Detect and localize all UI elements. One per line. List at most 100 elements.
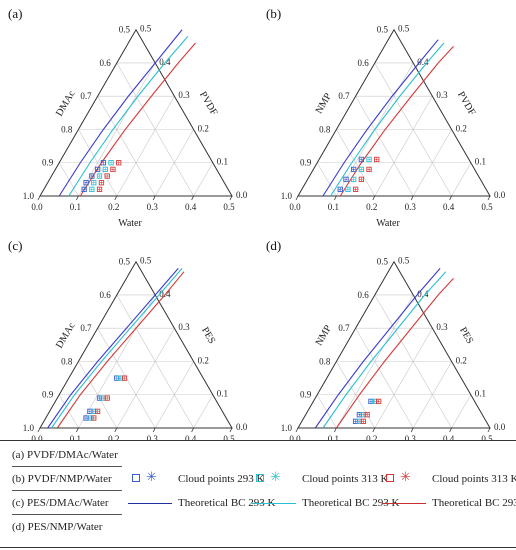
tick-label: 0.8 [61,124,73,134]
tick-mark [410,195,414,201]
binodal-curve [51,268,183,429]
tick-label: 0.1 [328,202,339,212]
cloud-point-square [372,398,378,405]
ternary-panel: (b)0.00.5 0.50.10.6 0.40.20.7 0.30.30.8 0.20… [266,6,506,229]
cloud-point-square [116,160,122,166]
tick-label: 0.4 [443,202,455,212]
tick-mark [191,195,194,201]
tick-label: 0.2 [108,202,119,212]
tick-label: 0.5 [223,202,235,212]
cloud-point-square [104,395,110,401]
cloud-marker-icon: ✳ [252,470,296,485]
triangle-outline [297,28,491,197]
tick-label: 0.7 [338,91,350,101]
cloud-point-star [92,416,96,420]
tick-label: 0.2 [366,434,377,440]
tick-label: 0.4 [185,434,197,440]
cloud-point-star [369,399,373,403]
cloud-point-star [101,161,105,165]
tick-label: 0.8 [61,356,73,366]
cloud-point-star [88,416,92,420]
tick-label: 0.5 [140,256,152,266]
binodal-curve [322,39,439,197]
panel-label: (a) [8,6,22,21]
cloud-point-square [351,166,357,173]
tick-label: 0.0 [236,422,248,432]
ternary-panel: (d)0.00.5 0.50.10.6 0.40.20.7 0.30.30.8 0.20… [266,238,506,440]
legend-line-red: Theoretical BC 293 K [382,497,516,509]
cloud-point-square [375,398,382,405]
tick-label: 0.9 [300,390,312,400]
cloud-point-square [121,375,128,381]
grid-line [374,294,452,429]
cloud-point-square [100,395,107,401]
cloud-point-star [377,399,381,403]
cloud-point-star [354,419,358,423]
legend-label: Theoretical BC 293 K [432,497,516,509]
tick-mark [191,427,194,433]
cloud-point-square [374,156,380,163]
grid-line [374,96,433,197]
cloud-point-square [102,166,108,173]
tick-label: 0.5 [140,24,152,34]
binodal-curve [322,271,447,429]
tick-mark [372,427,376,433]
cloud-point-star [367,167,371,171]
binodal-curve [330,42,445,197]
cloud-point-star [352,177,356,181]
cloud-point-square [364,412,370,418]
cloud-point-square [100,160,107,166]
tick-label: 0.6 [358,58,370,68]
binodal-curve [56,271,185,429]
cloud-point-star [375,157,379,162]
tick-mark [449,427,452,433]
cloud-point-star [84,181,88,185]
cloud-point-square [110,166,116,173]
bottom-axis-label: Water [118,218,142,229]
grid-line [316,162,337,197]
tick-mark [114,195,118,201]
tick-mark [229,195,233,201]
legend-line-blue: Theoretical BC 293 K [128,497,275,509]
cloud-point-square [358,166,365,173]
tick-label: 0.1 [475,157,486,167]
tick-label: 0.6 [100,58,112,68]
binodal-curve [79,42,196,197]
legend-label: Cloud points 293 K [178,473,265,485]
line-swatch-icon [382,502,426,504]
tick-label: 0.5 [398,24,410,34]
tick-label: 1.0 [23,191,35,201]
cloud-point-star [359,157,363,162]
panel-label: (b) [266,6,281,21]
tick-mark [152,427,156,433]
grid-line [116,96,175,197]
tick-label: 0.5 [481,434,493,440]
grid-line [355,96,414,197]
tick-label: 0.0 [31,202,43,212]
caption-divider [12,514,122,515]
cloud-point-square [337,186,343,192]
cloud-point-square [360,412,366,418]
tick-label: 0.7 [80,323,92,333]
panel-label: (d) [266,238,281,253]
ternary-panel: (a)0.00.5 0.50.10.6 0.40.20.7 0.30.30.8 0.20… [8,6,248,229]
ternary-figure: (a)0.00.5 0.50.10.6 0.40.20.7 0.30.30.8 0.20… [8,6,506,440]
tick-mark [449,195,452,201]
cloud-point-star [361,419,365,423]
right-axis-label: PVDF [455,90,478,118]
tick-label: 0.6 [358,290,370,300]
legend-label: Theoretical BC 293 K [178,497,276,509]
grid-line [78,361,118,429]
triangle-outline [297,260,491,429]
cloud-point-star [97,174,102,178]
cloud-point-square [87,415,93,421]
grid-line [336,129,376,197]
cloud-point-star [346,187,350,191]
tick-label: 0.1 [475,389,486,399]
grid-line [97,96,156,197]
tick-label: 0.8 [319,124,331,134]
tick-label: 0.2 [198,123,209,133]
legend-label: Cloud points 313 K [302,473,389,485]
cloud-point-star [357,413,362,417]
cloud-point-square [360,418,366,424]
